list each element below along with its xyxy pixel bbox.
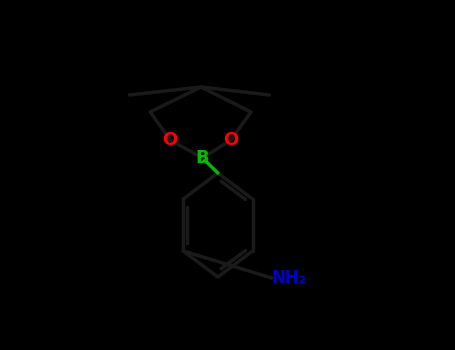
Text: O: O (162, 131, 178, 149)
Text: B: B (196, 149, 209, 167)
Text: O: O (223, 131, 238, 149)
Text: NH₂: NH₂ (272, 269, 307, 287)
